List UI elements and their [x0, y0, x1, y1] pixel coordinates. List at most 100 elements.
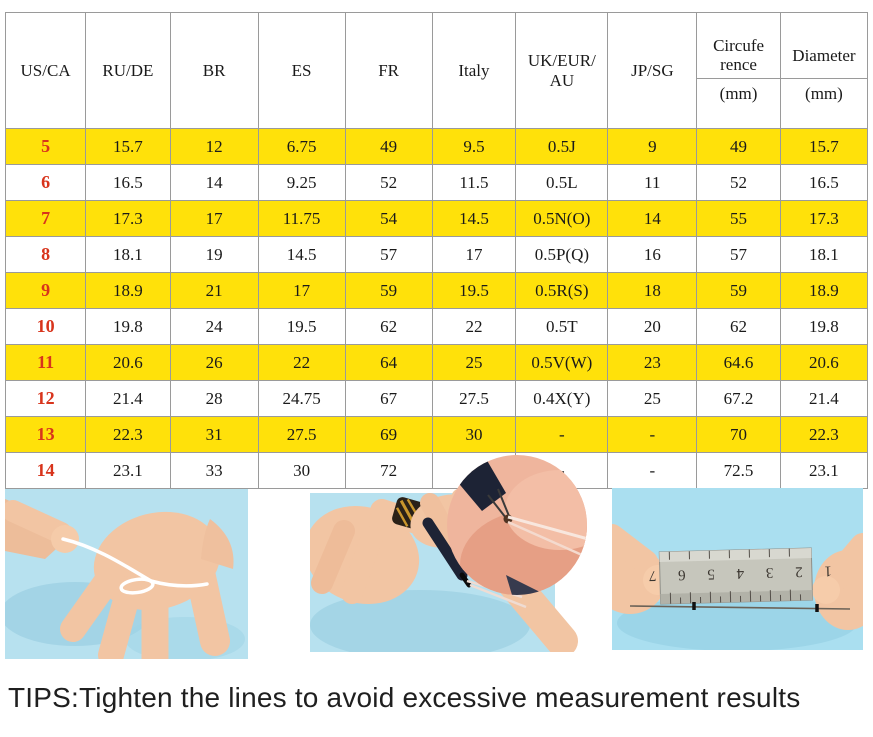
size-cell: 72.5 [696, 452, 781, 490]
header-fr: FR [344, 11, 433, 130]
marker-pen [422, 517, 472, 588]
us-size-cell: 14 [4, 452, 87, 490]
size-cell: 17 [169, 200, 259, 238]
size-cell: 26 [169, 344, 259, 382]
size-cell: 0.5V(W) [515, 344, 609, 382]
size-cell: 0.5P(Q) [515, 236, 609, 274]
size-cell: 70 [696, 416, 781, 454]
header-diameter: Diameter (mm) [779, 11, 869, 130]
size-cell: 12 [169, 128, 259, 166]
size-cell: 19.5 [257, 308, 346, 346]
size-cell: 17 [431, 236, 517, 274]
mark-string-illustration [310, 455, 587, 652]
size-cell: 14 [169, 164, 259, 202]
size-cell: 20.6 [779, 344, 869, 382]
us-size-cell: 11 [4, 344, 87, 382]
ring-size-conversion-table: US/CA RU/DE BR ES FR Italy UK/EUR/ AU JP… [4, 11, 869, 490]
table-header-row: US/CA RU/DE BR ES FR Italy UK/EUR/ AU JP… [4, 11, 869, 130]
table-row: 5 15.7 12 6.75 49 9.5 0.5J 9 49 15.7 [4, 128, 869, 166]
size-cell: 19 [169, 236, 259, 274]
header-uk-eur-au: UK/EUR/ AU [515, 11, 609, 130]
measuring-string [61, 537, 209, 595]
size-cell: 28 [169, 380, 259, 418]
size-cell: 9.25 [257, 164, 346, 202]
size-cell: 0.4X(Y) [515, 380, 609, 418]
size-cell: 19.5 [431, 272, 517, 310]
table-row: 10 19.8 24 19.5 62 22 0.5T 20 62 19.8 [4, 308, 869, 346]
size-cell: - [515, 416, 609, 454]
size-cell: 67 [344, 380, 433, 418]
size-cell: 31 [169, 416, 259, 454]
tips-text: TIPS:Tighten the lines to avoid excessiv… [8, 682, 801, 713]
size-cell: 19.8 [779, 308, 869, 346]
us-size-cell: 6 [4, 164, 87, 202]
diameter-unit: (mm) [781, 77, 867, 109]
size-cell: 72 [344, 452, 433, 490]
size-cell: 54 [344, 200, 433, 238]
table-row: 11 20.6 26 22 64 25 0.5V(W) 23 64.6 20.6 [4, 344, 869, 382]
size-cell: 52 [696, 164, 781, 202]
header-circumference: Circufe rence (mm) [696, 11, 781, 130]
size-cell: 15.7 [779, 128, 869, 166]
size-cell: 30 [257, 452, 346, 490]
us-size-cell: 9 [4, 272, 87, 310]
size-cell: 59 [344, 272, 433, 310]
size-cell: 11.75 [257, 200, 346, 238]
size-cell: 0.5T [515, 308, 609, 346]
size-cell: 14 [607, 200, 698, 238]
size-cell: 25 [431, 344, 517, 382]
header-italy: Italy [431, 11, 517, 130]
size-cell: 49 [696, 128, 781, 166]
size-cell: 14.5 [257, 236, 346, 274]
table-row: 6 16.5 14 9.25 52 11.5 0.5L 11 52 16.5 [4, 164, 869, 202]
size-cell: 0.5L [515, 164, 609, 202]
wrap-string-around-finger-photo [5, 489, 248, 659]
right-hand [812, 533, 863, 630]
header-ru-de: RU/DE [85, 11, 171, 130]
size-cell: 0.5J [515, 128, 609, 166]
header-br: BR [169, 11, 259, 130]
size-cell: 22.3 [85, 416, 171, 454]
size-cell: 25 [607, 380, 698, 418]
size-cell: 21 [169, 272, 259, 310]
size-cell: 18 [607, 272, 698, 310]
size-cell: 69 [344, 416, 433, 454]
size-cell: 55 [696, 200, 781, 238]
size-cell: 57 [344, 236, 433, 274]
size-cell: 62 [344, 308, 433, 346]
ruler-digits: 1 2 3 4 5 6 7 [640, 563, 832, 584]
size-cell: 16.5 [779, 164, 869, 202]
size-cell: 30 [431, 416, 517, 454]
size-cell: 22.3 [779, 416, 869, 454]
header-es: ES [257, 11, 346, 130]
table-row: 13 22.3 31 27.5 69 30- -70 22.3 [4, 416, 869, 454]
size-cell: 27.5 [257, 416, 346, 454]
table-row: 9 18.9 21 17 59 19.5 0.5R(S) 18 59 18.9 [4, 272, 869, 310]
size-cell: 6.75 [257, 128, 346, 166]
size-cell: 22 [431, 308, 517, 346]
size-cell: 11.5 [431, 164, 517, 202]
size-cell: 0.5R(S) [515, 272, 609, 310]
size-cell: - [607, 416, 698, 454]
size-cell: 17 [257, 272, 346, 310]
table-row: 12 21.4 28 24.75 67 27.5 0.4X(Y) 25 67.2 21.4 [4, 380, 869, 418]
size-cell: 23 [607, 344, 698, 382]
size-cell: 21.4 [779, 380, 869, 418]
size-cell: 64.6 [696, 344, 781, 382]
size-cell: 20.6 [85, 344, 171, 382]
table-row: 8 18.1 19 14.5 57 17 0.5P(Q) 16 57 18.1 [4, 236, 869, 274]
header-jp-sg: JP/SG [607, 11, 698, 130]
us-size-cell: 8 [4, 236, 87, 274]
size-cell: 52 [344, 164, 433, 202]
size-cell: 49 [344, 128, 433, 166]
size-cell: 15.7 [85, 128, 171, 166]
hand-with-string-illustration [5, 489, 248, 659]
size-cell: 18.1 [85, 236, 171, 274]
ruler-measurement-illustration: 1 2 3 4 5 6 7 [612, 488, 863, 650]
circumference-label: Circufe rence [713, 36, 765, 75]
us-size-cell: 12 [4, 380, 87, 418]
size-cell: 33 [169, 452, 259, 490]
size-cell: 18.9 [85, 272, 171, 310]
size-cell: 16 [607, 236, 698, 274]
